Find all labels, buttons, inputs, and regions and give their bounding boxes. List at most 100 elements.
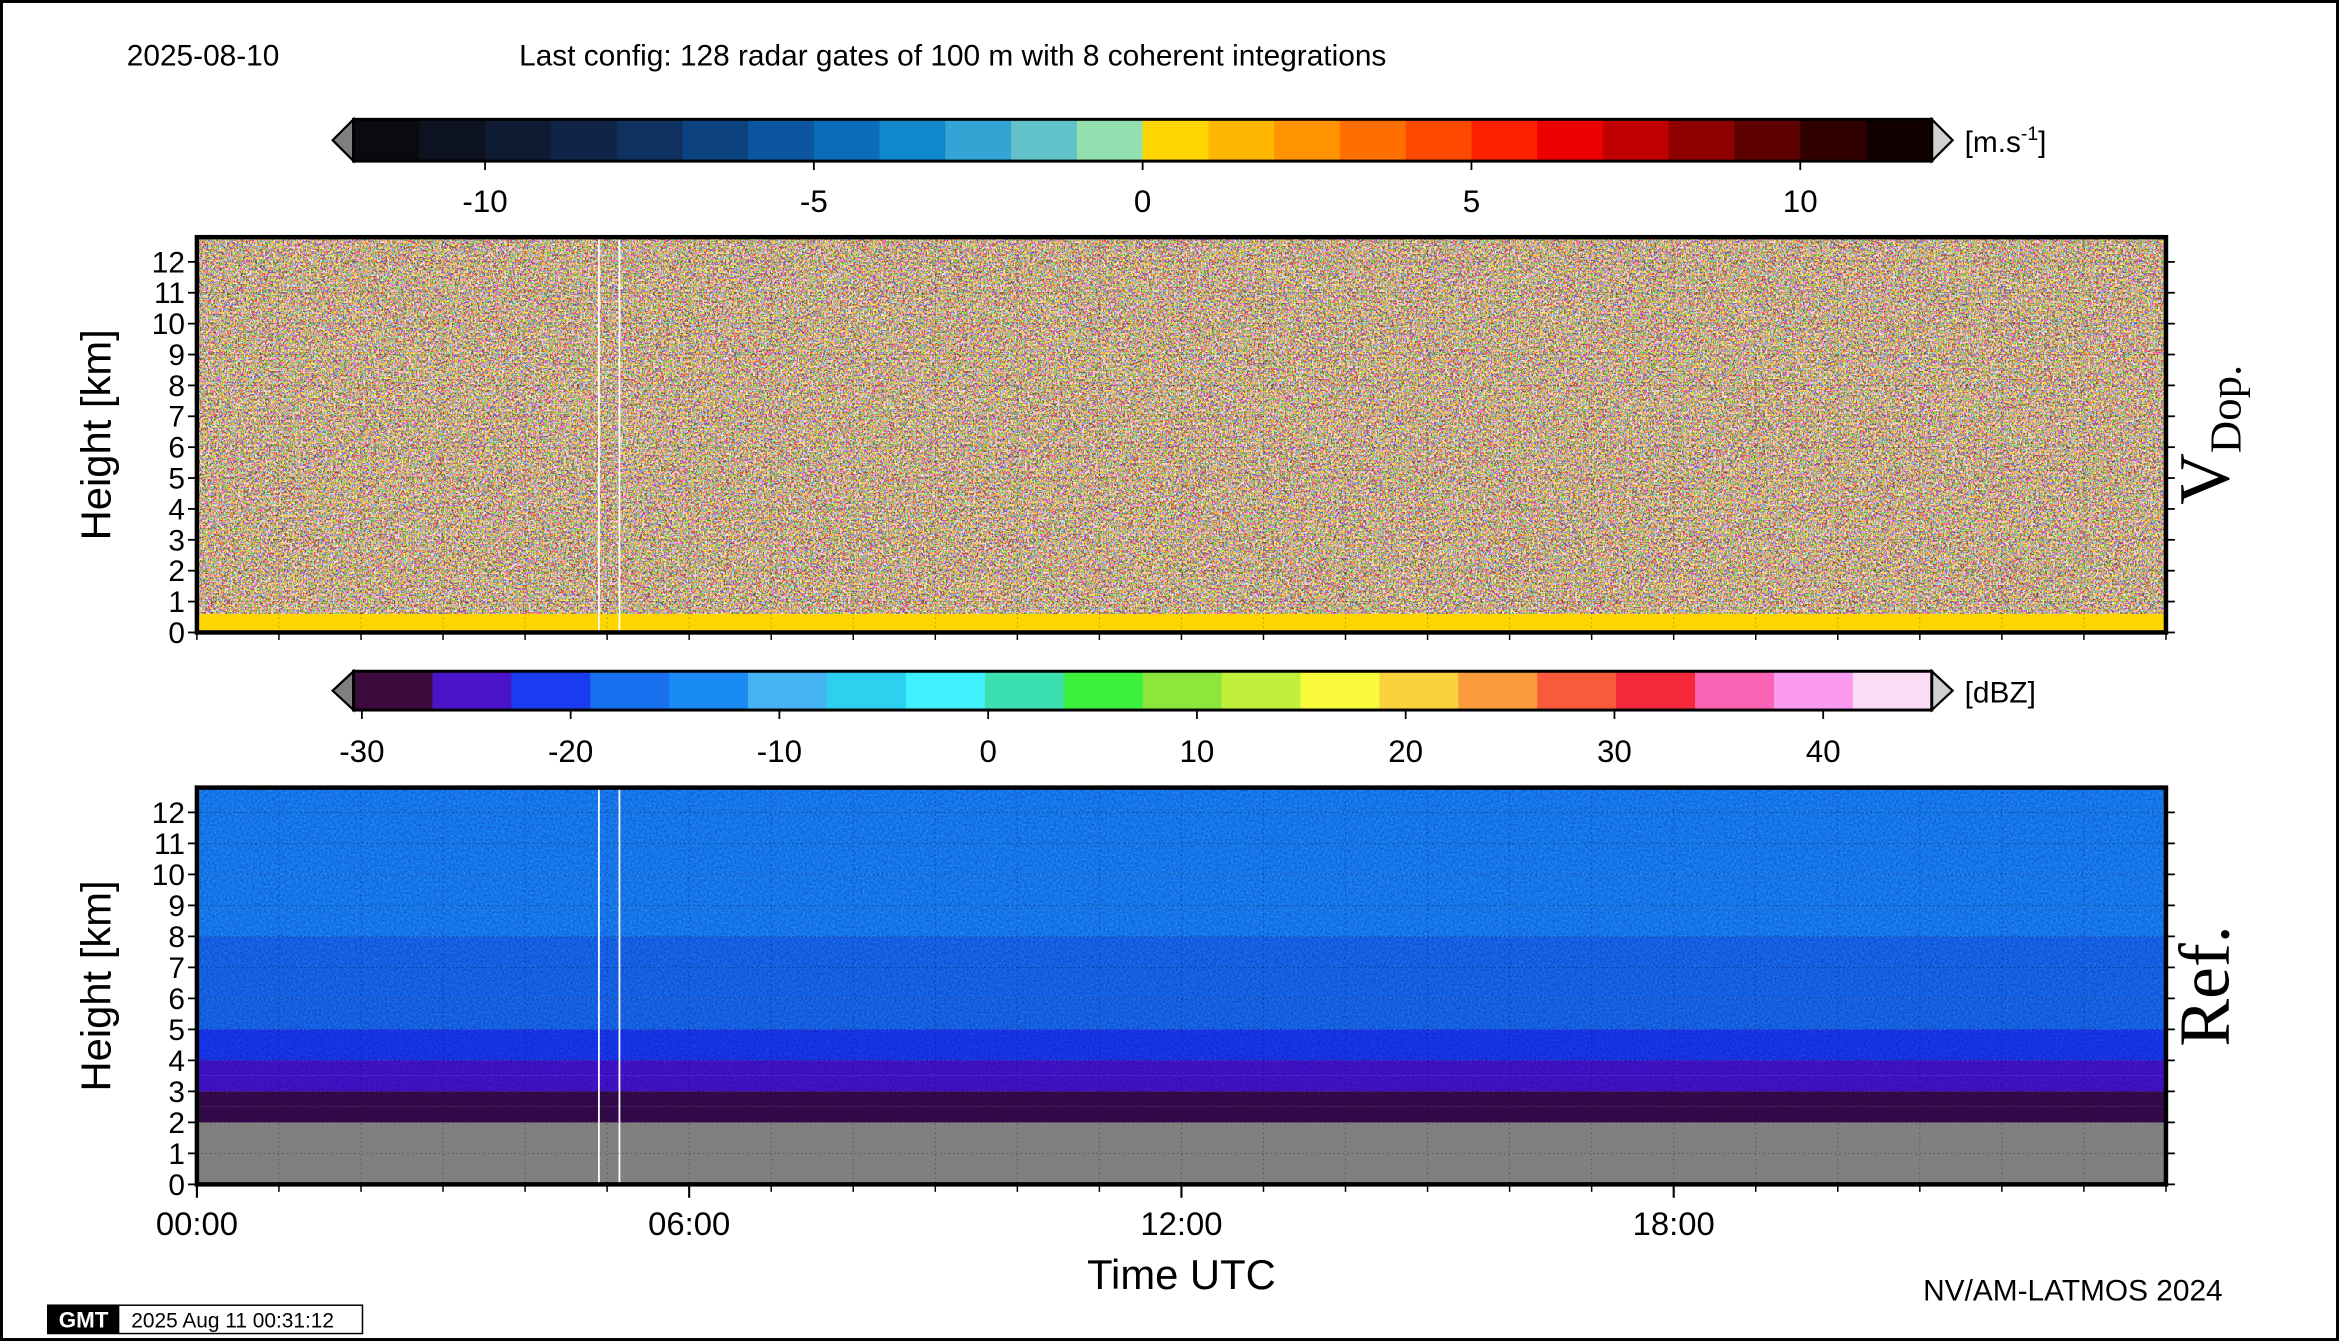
colorbar-unit-base: [m.s	[1965, 126, 2021, 159]
panel-label: VDop.	[2166, 365, 2251, 505]
colorbar-swatch	[1852, 671, 1933, 711]
y-tick-label: 10	[152, 308, 185, 341]
credit: NV/AM-LATMOS 2024	[1923, 1275, 2222, 1308]
colorbar-swatch	[1379, 671, 1460, 711]
colorbar-swatch	[1011, 119, 1078, 162]
colorbar-swatch	[682, 119, 749, 162]
colorbar-frame	[352, 669, 1934, 712]
y-tick-label: 0	[168, 617, 185, 650]
colorbar-swatch	[1208, 119, 1275, 162]
y-tick-label: 2	[168, 555, 185, 588]
noise-field	[196, 237, 2166, 633]
colorbar-swatch	[1602, 119, 1670, 162]
y-tick-label: 12	[152, 797, 185, 830]
colorbar-unit-end: ]	[2038, 126, 2046, 159]
colorbar-swatch	[1405, 119, 1473, 162]
y-tick-label: 3	[168, 1076, 185, 1109]
speckle	[196, 787, 2166, 1123]
colorbar-swatch	[1800, 119, 1867, 162]
colorbar-tick-label: -20	[548, 734, 593, 769]
colorbar-swatch	[1695, 671, 1775, 711]
y-tick-label: 2	[168, 1107, 185, 1140]
colorbar-swatch	[353, 671, 434, 711]
y-tick-label: 3	[168, 524, 185, 557]
colorbar-extend-high	[1930, 116, 1955, 164]
logo-box	[47, 1305, 120, 1334]
colorbar-swatch	[1458, 671, 1538, 711]
y-tick-label: 5	[168, 462, 185, 495]
colorbar-tick-label: -30	[339, 734, 384, 769]
colorbar-swatch	[827, 671, 907, 711]
colorbar-swatch	[1142, 671, 1223, 711]
colorbar-swatch	[1471, 119, 1538, 162]
colorbar-tick-label: -10	[462, 184, 507, 219]
y-tick-label: 1	[168, 586, 185, 619]
colorbar-tick-label: 0	[979, 734, 996, 769]
colorbar-extend-low	[331, 116, 355, 164]
colorbar-swatch	[905, 671, 986, 711]
colorbar-swatch	[669, 671, 749, 711]
y-tick-label: 10	[152, 859, 185, 892]
colorbar-swatch	[748, 671, 828, 711]
panel-label-sub: Dop.	[2201, 365, 2251, 453]
colorbar-swatch	[1616, 671, 1696, 711]
colorbar-swatch	[485, 119, 552, 162]
colorbar-unit: [m.s-1]	[1965, 123, 2047, 159]
y-tick-label: 7	[168, 952, 185, 985]
config: Last config: 128 radar gates of 100 m wi…	[519, 40, 1386, 73]
colorbar-tick-label: 20	[1388, 734, 1423, 769]
colorbar-swatch	[879, 119, 947, 162]
colorbar-swatch	[984, 671, 1065, 711]
colorbar-tick-label: -10	[757, 734, 802, 769]
colorbar-swatch	[590, 671, 670, 711]
colorbar-tick-label: 10	[1180, 734, 1215, 769]
colorbar-swatch	[1773, 671, 1854, 711]
x-tick-label: 00:00	[156, 1205, 238, 1242]
colorbar-swatch	[1076, 119, 1144, 162]
y-tick-label: 0	[168, 1169, 185, 1202]
heat-cell	[196, 613, 2166, 633]
nodata-cell	[196, 1122, 2166, 1185]
colorbar-swatch	[1866, 119, 1933, 162]
colorbar-tick-label: -5	[800, 184, 828, 219]
y-tick-label: 6	[168, 432, 185, 465]
y-tick-label: 8	[168, 370, 185, 403]
timestamp: 2025 Aug 11 00:31:12	[131, 1310, 334, 1333]
y-tick-label: 7	[168, 401, 185, 434]
colorbar-swatch	[813, 119, 881, 162]
colorbar-swatch	[419, 119, 486, 162]
colorbar-swatch	[511, 671, 592, 711]
colorbar-swatch	[1339, 119, 1407, 162]
y-tick-label: 9	[168, 339, 185, 372]
colorbar-tick-label: 10	[1783, 184, 1818, 219]
colorbar-swatch	[1142, 119, 1210, 162]
logo: GMT	[59, 1308, 109, 1333]
y-tick-label: 11	[154, 828, 185, 861]
colorbar-unit: [dBZ]	[1965, 677, 2036, 710]
panel-label-main: V	[2166, 453, 2245, 505]
colorbar-unit-sup: -1	[2021, 123, 2038, 145]
colorbar-swatch	[1221, 671, 1302, 711]
colorbar-tick-label: 30	[1597, 734, 1632, 769]
colorbar-tick-label: 40	[1806, 734, 1841, 769]
y-tick-label: 12	[152, 246, 185, 279]
plot-frame	[194, 785, 2169, 1187]
colorbar-swatch	[1300, 671, 1381, 711]
colorbar-swatch	[945, 119, 1012, 162]
y-axis-label: Height [km]	[72, 880, 119, 1091]
y-tick-label: 9	[168, 890, 185, 923]
y-tick-label: 4	[168, 1045, 185, 1078]
date: 2025-08-10	[127, 40, 280, 73]
x-axis-label: Time UTC	[1087, 1251, 1276, 1298]
x-tick-label: 12:00	[1140, 1205, 1222, 1242]
panel-label: Ref.	[2166, 925, 2245, 1046]
colorbar-swatch	[550, 119, 618, 162]
plot-frame	[194, 234, 2169, 635]
colorbar-swatch	[1063, 671, 1144, 711]
panel-label-main: Ref.	[2166, 925, 2245, 1046]
y-tick-label: 1	[168, 1138, 185, 1171]
colorbar-swatch	[432, 671, 513, 711]
